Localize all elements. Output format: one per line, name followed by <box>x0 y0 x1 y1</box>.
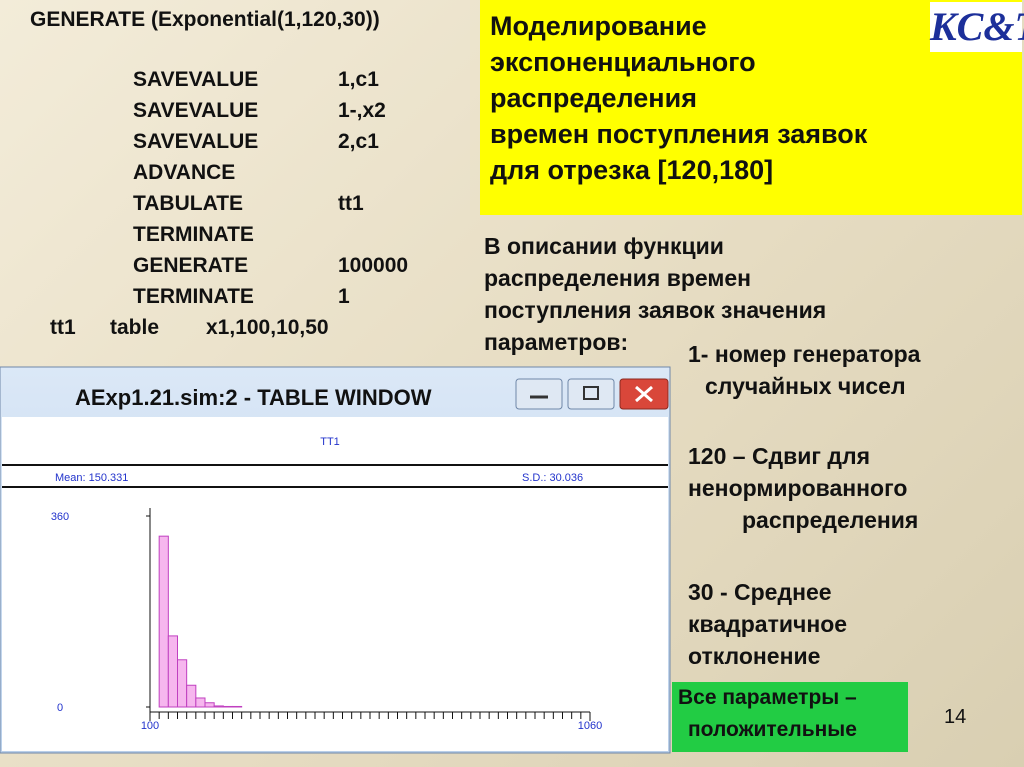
window-canvas <box>2 417 668 751</box>
mean: Mean: 150.331 <box>55 472 128 484</box>
code-op: TERMINATE <box>133 223 254 246</box>
y-tick-label: 0 <box>57 702 63 714</box>
logo: KC&T <box>930 2 1024 52</box>
slide-title: Моделирование экспоненциального распределе… <box>490 8 867 188</box>
code-arg: tt1 <box>338 192 364 215</box>
code-op: SAVEVALUE <box>133 68 259 91</box>
note-line: Все параметры – <box>678 686 857 709</box>
page-number: 14 <box>944 706 967 728</box>
note-line: положительные <box>688 718 857 741</box>
bar <box>195 697 206 708</box>
minimize-button[interactable] <box>515 378 563 410</box>
param-line: 30 - Среднее <box>688 579 832 605</box>
intro-line: распределения времен <box>484 265 752 291</box>
code-op: SAVEVALUE <box>133 130 259 153</box>
code-line: GENERATE (Exponential(1,120,30)) <box>30 8 380 31</box>
code-token: tt1 <box>50 316 76 339</box>
table-name: TT1 <box>320 436 340 448</box>
intro-line: В описании функции <box>484 233 724 259</box>
title-line: времен поступления заявок <box>490 119 868 149</box>
code-op: ADVANCE <box>133 161 236 184</box>
x-tick-label: 100 <box>141 720 159 732</box>
code-arg: 1,c1 <box>338 68 379 91</box>
note-box: Все параметры – положительные <box>672 682 908 752</box>
param-line: квадратичное <box>688 611 848 637</box>
title-line: экспоненциального <box>490 47 756 77</box>
bar <box>213 705 224 708</box>
intro-line: параметров: <box>484 329 629 355</box>
param-line: ненормированного <box>688 475 908 501</box>
param-line: 1- номер генератора <box>688 341 921 367</box>
bar <box>177 659 188 708</box>
bar <box>158 535 169 708</box>
sd: S.D.: 30.036 <box>522 472 583 484</box>
y-tick-label: 360 <box>51 511 69 523</box>
title-line: распределения <box>490 83 697 113</box>
window-title: AExp1.21.sim:2 - TABLE WINDOW <box>75 385 432 410</box>
code-arg: 1 <box>338 285 350 308</box>
intro-line: поступления заявок значения <box>484 297 827 323</box>
code-op: GENERATE <box>133 254 249 277</box>
code-arg: 100000 <box>338 254 409 277</box>
code-token: x1,100,10,50 <box>206 316 329 339</box>
param-line: распределения <box>742 507 919 533</box>
code-op: SAVEVALUE <box>133 99 259 122</box>
bar <box>167 635 178 708</box>
code-token: table <box>110 316 160 339</box>
bar <box>186 684 197 708</box>
title-line: для отрезка [120,180] <box>490 155 774 185</box>
maximize-button[interactable] <box>567 378 615 410</box>
code-op: TERMINATE <box>133 285 254 308</box>
bar <box>222 705 233 708</box>
bar <box>204 702 215 708</box>
table-window: AExp1.21.sim:2 - TABLE WINDOW TT1 Mean: … <box>0 366 671 754</box>
title-line: Моделирование <box>490 11 707 41</box>
code-arg: 2,c1 <box>338 130 379 153</box>
param-line: случайных чисел <box>705 373 906 399</box>
x-tick-label: 1060 <box>578 720 602 732</box>
intro-text: В описании функции распределения времен по… <box>484 230 826 358</box>
param-line: 120 – Сдвиг для <box>688 443 871 469</box>
param-line: отклонение <box>688 643 821 669</box>
code-op: TABULATE <box>133 192 244 215</box>
bar <box>232 705 243 708</box>
code-arg: 1-,x2 <box>338 99 386 122</box>
